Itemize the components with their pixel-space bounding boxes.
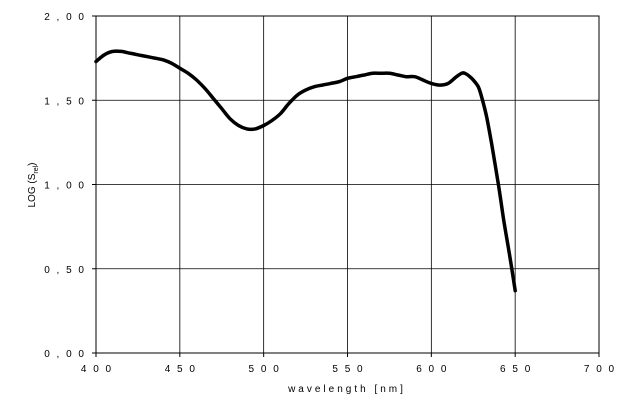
y-tick-label: 1 , 0 0 [44,181,86,192]
x-tick-label: 4 5 0 [165,364,197,375]
y-axis-title-close: ) [27,162,38,165]
x-tick-label: 6 0 0 [416,364,448,375]
y-axis-title-main: LOG (S [27,173,38,207]
y-tick-label: 0 , 5 0 [44,265,86,276]
x-axis-ticks: 4 0 0 4 5 0 5 0 0 5 5 0 6 0 0 6 5 0 7 0 0 [81,353,616,375]
y-axis-ticks: 0 , 0 0 0 , 5 0 1 , 0 0 1 , 5 0 2 , 0 0 [44,12,96,360]
grid-lines [96,16,599,353]
x-tick-label: 5 5 0 [332,364,364,375]
y-tick-label: 2 , 0 0 [44,12,86,23]
series-line [94,49,517,293]
x-tick-label: 7 0 0 [584,364,616,375]
y-axis-title: LOG (Srel) [27,162,40,207]
x-tick-label: 4 0 0 [81,364,113,375]
x-tick-label: 6 5 0 [500,364,532,375]
x-tick-label: 5 0 0 [249,364,281,375]
y-tick-label: 0 , 0 0 [44,349,86,360]
y-tick-label: 1 , 5 0 [44,96,86,107]
svg-text:LOG (Srel): LOG (Srel) [27,162,40,207]
x-axis-title: wavelength [nm] [287,384,406,395]
y-axis-title-sub: rel [33,165,40,173]
